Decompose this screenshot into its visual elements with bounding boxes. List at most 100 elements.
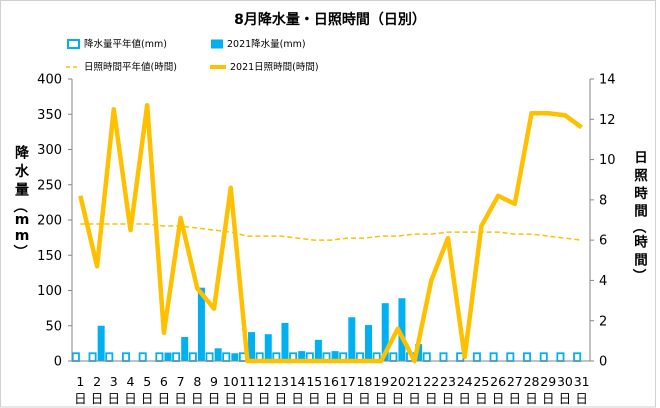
bar-2021-precipitation-day-2 bbox=[97, 325, 105, 361]
bar-normal-precipitation-day-10 bbox=[222, 352, 231, 362]
x-tick-label-16: 16 日 bbox=[323, 374, 339, 406]
y-tick-label-left-350: 350 bbox=[37, 108, 62, 123]
x-tick-label-17: 17 日 bbox=[340, 374, 356, 406]
line-normal-sunshine bbox=[80, 223, 582, 241]
bar-2021-precipitation-day-6 bbox=[164, 352, 172, 361]
y-tick-label-right-4: 4 bbox=[599, 274, 607, 289]
y-tick-label-left-100: 100 bbox=[37, 284, 62, 299]
legend-label-2021-precipitation: 2021降水量(mm) bbox=[227, 38, 306, 50]
x-tick-label-10: 10 日 bbox=[223, 374, 239, 406]
bar-normal-precipitation-day-9 bbox=[205, 352, 214, 362]
bar-2021-precipitation-day-17 bbox=[348, 317, 356, 361]
x-tick-label-24: 24 日 bbox=[457, 374, 473, 406]
bar-normal-precipitation-day-23 bbox=[439, 352, 448, 362]
bar-2021-precipitation-day-10 bbox=[231, 353, 239, 361]
bar-normal-precipitation-day-6 bbox=[155, 352, 164, 362]
x-tick-label-28: 28 日 bbox=[524, 374, 540, 406]
line-layer bbox=[78, 102, 583, 364]
bar-normal-precipitation-day-1 bbox=[71, 352, 80, 362]
y-tick-label-right-8: 8 bbox=[599, 193, 607, 208]
x-tick-label-21: 21 日 bbox=[407, 374, 423, 406]
y-tick-label-right-0: 0 bbox=[599, 355, 607, 370]
bar-normal-precipitation-day-31 bbox=[573, 352, 582, 362]
y-axis-label-left: 降水量（ m m） bbox=[11, 144, 30, 258]
y-tick-label-left-150: 150 bbox=[37, 249, 62, 264]
y-tick-label-left-400: 400 bbox=[37, 73, 62, 88]
legend-swatch-normal-precipitation bbox=[67, 39, 80, 49]
bar-normal-precipitation-day-26 bbox=[489, 352, 498, 362]
legend: 降水量平年値(mm) 2021降水量(mm) 日照時間平年値(時間) 2021日… bbox=[66, 38, 319, 73]
bar-2021-precipitation-day-18 bbox=[365, 325, 373, 361]
bar-normal-precipitation-day-27 bbox=[506, 352, 515, 362]
x-tick-label-25: 25 日 bbox=[473, 374, 489, 406]
y-tick-label-right-12: 12 bbox=[599, 113, 616, 128]
bar-normal-precipitation-day-5 bbox=[138, 352, 147, 362]
y-tick-label-right-6: 6 bbox=[599, 234, 607, 249]
x-tick-label-12: 12 日 bbox=[256, 374, 272, 406]
x-tick-label-30: 30 日 bbox=[557, 374, 573, 406]
bar-2021-precipitation-day-12 bbox=[264, 334, 272, 361]
bar-layer bbox=[71, 287, 582, 362]
y-tick-label-left-0: 0 bbox=[54, 355, 62, 370]
x-tick-label-19: 19 日 bbox=[373, 374, 389, 406]
bar-normal-precipitation-day-7 bbox=[172, 352, 181, 362]
bar-2021-precipitation-day-19 bbox=[381, 303, 389, 361]
bar-2021-precipitation-day-13 bbox=[281, 322, 289, 361]
chart-title: 8月降水量・日照時間（日別） bbox=[234, 11, 426, 28]
x-tick-label-22: 22 日 bbox=[423, 374, 439, 406]
bar-2021-precipitation-day-9 bbox=[214, 348, 222, 361]
y-tick-label-left-300: 300 bbox=[37, 143, 62, 158]
tick-label-layer: 0 50 100 150 200 250 300 350 400 0 2 4 6 8 10 12 14 bbox=[37, 73, 615, 370]
y-tick-label-right-14: 14 bbox=[599, 73, 616, 88]
line-2021-sunshine bbox=[78, 102, 583, 364]
y-tick-label-right-10: 10 bbox=[599, 153, 616, 168]
x-tick-label-29: 29 日 bbox=[540, 374, 556, 406]
bar-normal-precipitation-day-30 bbox=[556, 352, 565, 362]
legend-label-normal-precipitation: 降水量平年値(mm) bbox=[84, 38, 167, 50]
bar-normal-precipitation-day-3 bbox=[105, 352, 114, 362]
bar-2021-precipitation-day-20 bbox=[398, 298, 406, 361]
x-tick-label-31: 31 日 bbox=[574, 374, 590, 406]
bar-normal-precipitation-day-29 bbox=[539, 352, 548, 362]
bar-2021-precipitation-day-8 bbox=[197, 287, 205, 361]
x-tick-label-27: 27 日 bbox=[507, 374, 523, 406]
x-tick-label-13: 13 日 bbox=[273, 374, 289, 406]
bar-normal-precipitation-day-2 bbox=[88, 352, 97, 362]
bar-normal-precipitation-day-28 bbox=[523, 352, 532, 362]
y-tick-label-right-2: 2 bbox=[599, 314, 607, 329]
x-tick-label-15: 15 日 bbox=[306, 374, 322, 406]
bar-2021-precipitation-day-11 bbox=[248, 332, 256, 361]
bar-2021-precipitation-day-21 bbox=[415, 344, 423, 361]
y-axis-label-right: 日照時間（時間） bbox=[630, 150, 648, 282]
x-tick-label-14: 14 日 bbox=[290, 374, 306, 406]
bar-normal-precipitation-day-25 bbox=[472, 352, 481, 362]
y-tick-label-left-50: 50 bbox=[45, 319, 62, 334]
bar-2021-precipitation-day-15 bbox=[314, 339, 322, 361]
bar-normal-precipitation-day-4 bbox=[121, 352, 130, 362]
x-tick-label-11: 11 日 bbox=[239, 374, 255, 406]
bar-normal-precipitation-day-22 bbox=[422, 352, 431, 362]
legend-swatch-2021-precipitation bbox=[211, 39, 223, 49]
legend-label-normal-sunshine: 日照時間平年値(時間) bbox=[84, 61, 177, 73]
legend-label-2021-sunshine: 2021日照時間(時間) bbox=[230, 62, 319, 73]
x-tick-label-26: 26 日 bbox=[490, 374, 506, 406]
bar-normal-precipitation-day-20 bbox=[389, 352, 398, 362]
bar-normal-precipitation-day-8 bbox=[188, 352, 197, 362]
x-axis-labels: 1 日2 日3 日4 日5 日6 日7 日8 日9 日10 日11 日12 日13 日14 日15 日16 日1… bbox=[74, 374, 590, 406]
bar-2021-precipitation-day-7 bbox=[181, 337, 189, 361]
x-tick-label-23: 23 日 bbox=[440, 374, 456, 406]
bar-2021-precipitation-day-16 bbox=[331, 351, 339, 361]
bar-2021-precipitation-day-14 bbox=[298, 351, 306, 361]
x-tick-label-18: 18 日 bbox=[356, 374, 372, 406]
y-tick-label-left-250: 250 bbox=[37, 178, 62, 193]
